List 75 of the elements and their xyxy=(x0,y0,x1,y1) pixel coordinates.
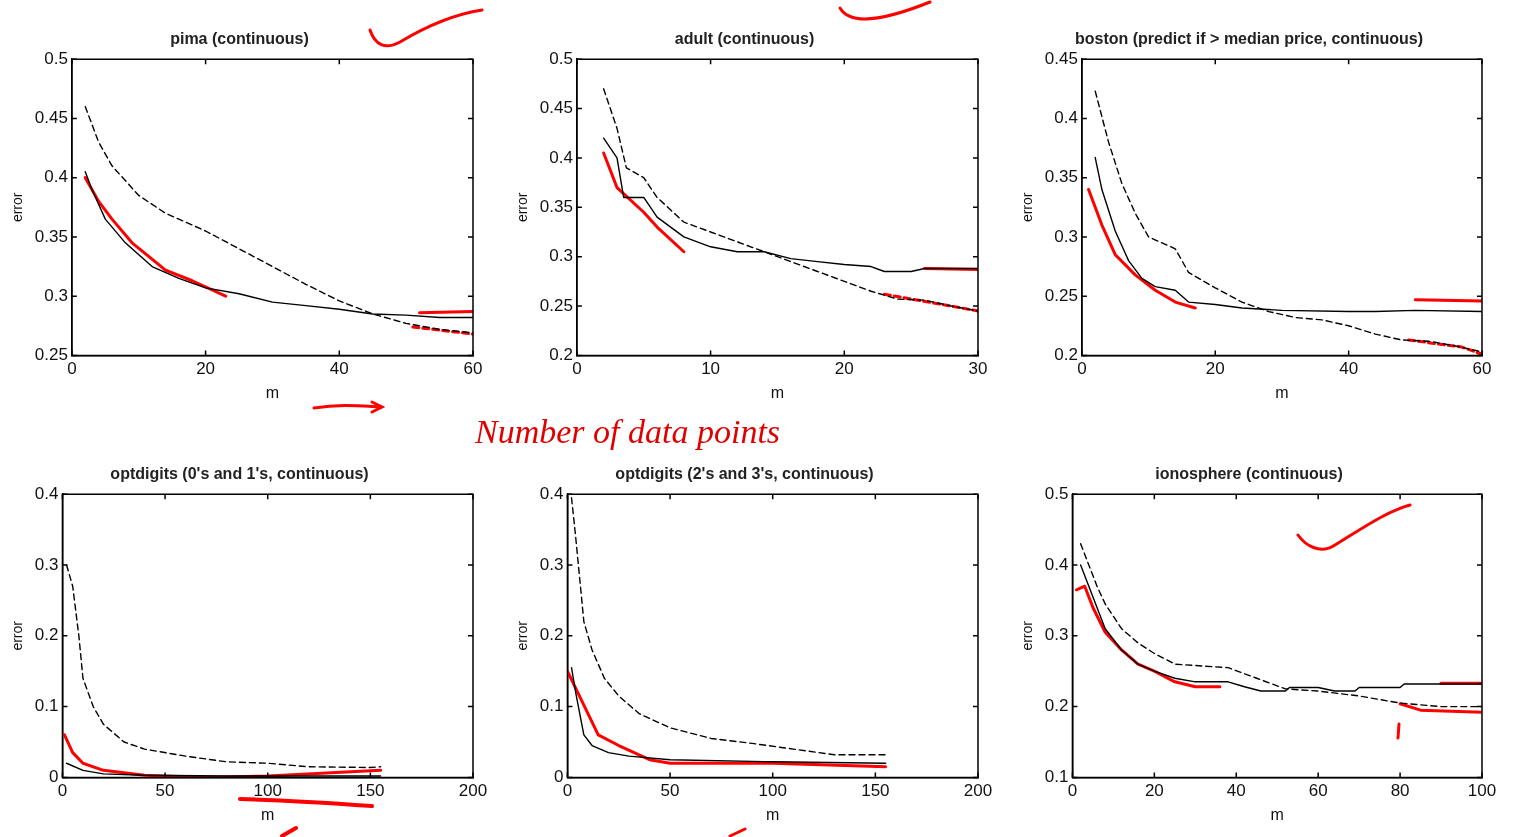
y-tick-label: 0.4 xyxy=(1044,554,1069,574)
x-tick-label: 40 xyxy=(1339,359,1359,379)
x-tick-label: 100 xyxy=(1467,781,1497,801)
y-tick-label: 0.25 xyxy=(34,345,68,365)
y-tick-label: 0.2 xyxy=(1044,696,1069,716)
x-tick-label: 50 xyxy=(155,781,175,801)
x-tick-label: 100 xyxy=(253,781,282,801)
y-tick-label: 0.5 xyxy=(549,48,573,68)
y-tick-label: 0.1 xyxy=(539,696,564,716)
y-axis-title: error xyxy=(514,620,531,651)
y-tick-label: 0.3 xyxy=(34,554,59,574)
x-axis-title: m xyxy=(770,383,785,401)
y-tick-label: 0.4 xyxy=(539,483,564,503)
y-axis-title: error xyxy=(1019,192,1036,223)
y-tick-label: 0.4 xyxy=(34,483,59,503)
y-tick-label: 0.2 xyxy=(34,625,59,645)
x-tick-label: 10 xyxy=(701,359,721,379)
x-tick-label: 60 xyxy=(463,359,483,379)
y-tick-label: 0.45 xyxy=(1044,48,1078,68)
y-tick-label: 0.3 xyxy=(549,246,573,266)
x-axis-title: m xyxy=(1275,383,1289,401)
x-tick-label: 100 xyxy=(758,781,787,801)
y-tick-label: 0.3 xyxy=(1054,226,1078,246)
x-tick-label: 20 xyxy=(1144,781,1164,801)
x-tick-label: 200 xyxy=(963,781,993,801)
y-tick-label: 0.2 xyxy=(539,625,564,645)
x-tick-label: 40 xyxy=(329,359,349,379)
x-axis-title: m xyxy=(265,383,280,401)
y-tick-label: 0.1 xyxy=(1044,767,1069,787)
y-tick-label: 0.5 xyxy=(1044,483,1069,503)
x-tick-label: 50 xyxy=(660,781,680,801)
x-tick-label: 80 xyxy=(1390,781,1410,801)
x-tick-label: 150 xyxy=(861,781,890,801)
y-tick-label: 0.3 xyxy=(539,554,564,574)
y-tick-label: 0 xyxy=(553,767,564,787)
y-tick-label: 0 xyxy=(48,767,59,787)
y-tick-label: 0.5 xyxy=(44,48,68,68)
y-tick-label: 0.35 xyxy=(34,226,68,246)
chart-title: optdigits (0's and 1's, continuous) xyxy=(110,465,369,483)
y-axis-title: error xyxy=(1019,620,1036,651)
x-tick-label: 150 xyxy=(356,781,385,801)
y-tick-label: 0.2 xyxy=(1054,345,1078,365)
x-tick-label: 30 xyxy=(968,359,988,379)
chart-title: boston (predict if > median price, continuous) xyxy=(1074,30,1424,48)
text: Number of data points xyxy=(475,413,781,451)
y-tick-label: 0.35 xyxy=(1044,167,1078,187)
y-tick-label: 0.45 xyxy=(34,108,68,128)
y-tick-label: 0.25 xyxy=(539,295,573,315)
y-axis-title: error xyxy=(9,192,26,223)
x-tick-label: 200 xyxy=(458,781,488,801)
x-tick-label: 20 xyxy=(196,359,216,379)
y-tick-label: 0.4 xyxy=(1054,108,1078,128)
y-axis-title: error xyxy=(9,620,26,651)
x-tick-label: 60 xyxy=(1472,359,1492,379)
x-axis-title: m xyxy=(1270,805,1284,823)
chart-title: optdigits (2's and 3's, continuous) xyxy=(615,465,874,483)
y-tick-label: 0.25 xyxy=(1044,285,1078,305)
x-tick-label: 60 xyxy=(1308,781,1328,801)
chart-title: adult (continuous) xyxy=(674,30,815,48)
y-tick-label: 0.4 xyxy=(549,147,573,167)
y-tick-label: 0.45 xyxy=(539,98,573,118)
x-axis-title: m xyxy=(261,805,275,823)
y-tick-label: 0.3 xyxy=(44,285,68,305)
chart-title: ionosphere (continuous) xyxy=(1155,465,1343,483)
x-axis-title: m xyxy=(766,805,780,823)
y-tick-label: 0.2 xyxy=(549,345,573,365)
y-axis-title: error xyxy=(514,192,531,223)
y-tick-label: 0.3 xyxy=(1044,625,1069,645)
x-tick-label: 40 xyxy=(1226,781,1246,801)
y-tick-label: 0.4 xyxy=(44,167,68,187)
chart-title: pima (continuous) xyxy=(170,30,309,48)
x-tick-label: 20 xyxy=(834,359,854,379)
y-tick-label: 0.1 xyxy=(34,696,59,716)
y-tick-label: 0.35 xyxy=(539,196,573,216)
x-tick-label: 20 xyxy=(1205,359,1225,379)
